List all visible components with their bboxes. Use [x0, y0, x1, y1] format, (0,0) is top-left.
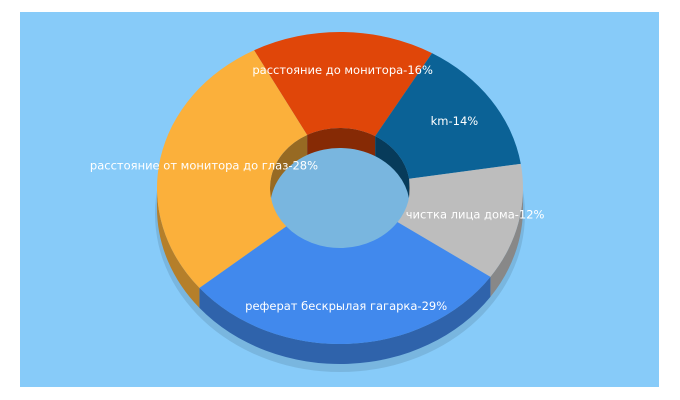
pie-slice-0[interactable]: [254, 32, 433, 137]
slice-label-0: расстояние до монитора-16%: [252, 63, 433, 77]
pie-slice-2[interactable]: [397, 163, 523, 277]
slice-label-4: расстояние от монитора до глаз-28%: [90, 158, 318, 172]
slice-label-2: чистка лица дома-12%: [406, 207, 545, 221]
slice-label-3: реферат бескрылая гагарка-29%: [245, 299, 447, 313]
pie-slice-4[interactable]: [156, 50, 308, 288]
pie-slice-1[interactable]: [375, 53, 521, 179]
slice-wall-outer: [490, 188, 523, 297]
slice-wall-outer: [157, 188, 200, 308]
slice-label-1: km-14%: [431, 114, 479, 128]
pie-slice-3[interactable]: [199, 222, 491, 344]
slice-wall-outer: [199, 276, 491, 364]
slice-wall-inner: [307, 128, 376, 157]
slice-wall-inner: [375, 136, 410, 199]
slice-wall-inner: [270, 135, 308, 208]
